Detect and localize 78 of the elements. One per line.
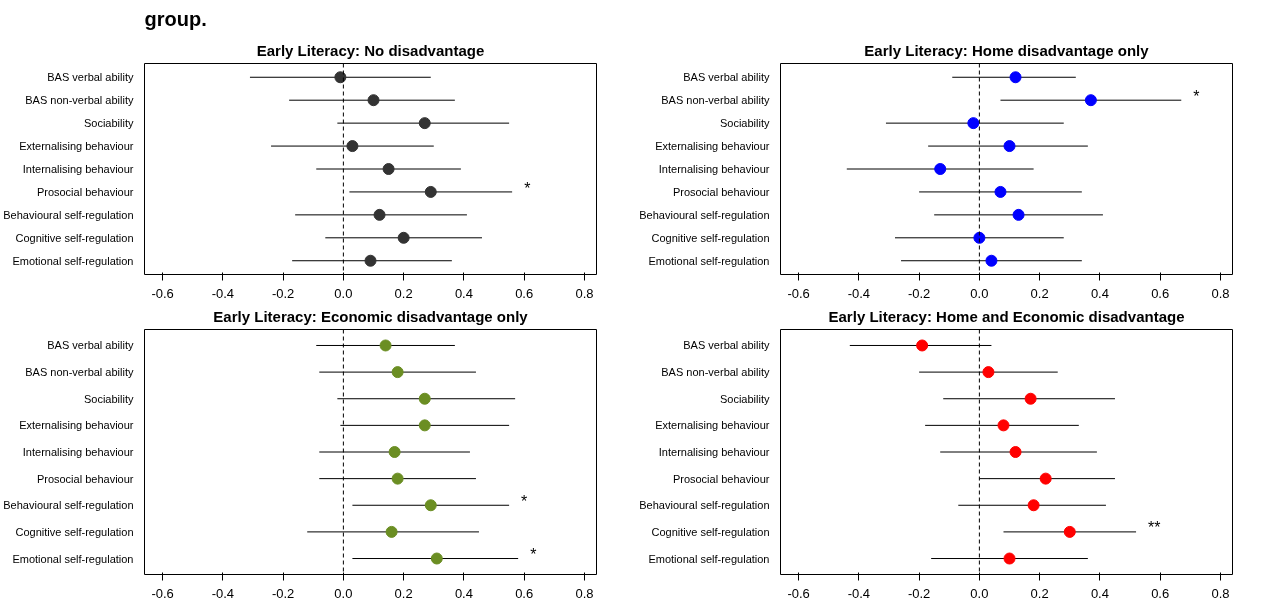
y-tick-label: Emotional self-regulation bbox=[648, 552, 770, 565]
y-tick-label: Prosocial behaviour bbox=[672, 472, 770, 485]
x-tick-label: -0.6 bbox=[787, 585, 810, 601]
y-tick-label: Externalising behaviour bbox=[655, 140, 770, 153]
annotation: ** bbox=[1148, 519, 1161, 537]
y-tick-label: Prosocial behaviour bbox=[36, 185, 134, 198]
x-tick-label: -0.4 bbox=[847, 585, 871, 601]
x-tick-label: -0.4 bbox=[211, 585, 235, 601]
y-tick-label: Behavioural self-regulation bbox=[3, 499, 134, 512]
annotation: * bbox=[521, 492, 528, 510]
y-tick-label: Internalising behaviour bbox=[658, 163, 770, 175]
y-tick-label: Cognitive self-regulation bbox=[651, 231, 770, 244]
y-tick-label: Cognitive self-regulation bbox=[15, 231, 134, 244]
y-tick-label: Externalising behaviour bbox=[19, 140, 134, 153]
y-tick-label: Cognitive self-regulation bbox=[651, 525, 770, 538]
x-tick-label: 0.8 bbox=[575, 285, 594, 301]
x-tick-label: 0.6 bbox=[1151, 585, 1170, 601]
x-tick-label: -0.2 bbox=[271, 285, 295, 301]
y-tick-label: BAS verbal ability bbox=[47, 339, 134, 352]
y-tick-label: Prosocial behaviour bbox=[36, 472, 134, 485]
y-tick-label: BAS non-verbal ability bbox=[661, 94, 770, 107]
x-tick-label: 0.0 bbox=[334, 585, 353, 601]
annotation: * bbox=[1193, 88, 1200, 106]
annotation: * bbox=[530, 546, 537, 564]
x-tick-label: -0.2 bbox=[907, 285, 931, 301]
x-tick-label: 0.4 bbox=[1090, 585, 1109, 601]
y-tick-label: Sociability bbox=[719, 117, 770, 130]
y-tick-label: Cognitive self-regulation bbox=[15, 525, 134, 538]
y-tick-label: BAS non-verbal ability bbox=[661, 366, 770, 379]
x-tick-label: 0.4 bbox=[1090, 285, 1109, 301]
chart-title: Early Literacy: No disadvantage bbox=[256, 41, 485, 59]
y-tick-label: BAS non-verbal ability bbox=[25, 94, 134, 107]
y-tick-label: Emotional self-regulation bbox=[648, 254, 770, 267]
x-tick-label: 0.2 bbox=[1030, 585, 1049, 601]
y-tick-label: Externalising behaviour bbox=[655, 419, 770, 432]
x-tick-label: 0.4 bbox=[454, 585, 473, 601]
x-tick-label: 0.4 bbox=[454, 285, 473, 301]
x-tick-label: 0.6 bbox=[515, 285, 534, 301]
y-tick-label: Prosocial behaviour bbox=[672, 185, 770, 198]
chart-title: Early Literacy: Home and Economic disadvantage bbox=[828, 307, 1185, 325]
x-tick-label: -0.6 bbox=[151, 285, 174, 301]
x-tick-label: -0.2 bbox=[907, 585, 931, 601]
x-tick-label: 0.0 bbox=[334, 285, 353, 301]
x-tick-label: -0.6 bbox=[151, 585, 174, 601]
y-tick-label: Behavioural self-regulation bbox=[639, 499, 770, 512]
y-tick-label: Emotional self-regulation bbox=[12, 552, 134, 565]
x-tick-label: -0.4 bbox=[847, 285, 871, 301]
chart-title: Early Literacy: Economic disadvantage only bbox=[213, 307, 529, 325]
chart-title: Early Literacy: Home disadvantage only bbox=[864, 41, 1150, 59]
x-tick-label: 0.2 bbox=[394, 285, 413, 301]
x-tick-label: 0.8 bbox=[575, 585, 594, 601]
x-tick-label: -0.4 bbox=[211, 285, 235, 301]
y-tick-label: BAS verbal ability bbox=[47, 71, 134, 84]
x-tick-label: 0.6 bbox=[515, 585, 534, 601]
y-tick-label: Sociability bbox=[83, 117, 134, 130]
y-tick-label: Behavioural self-regulation bbox=[3, 208, 134, 221]
y-tick-label: Internalising behaviour bbox=[658, 446, 770, 458]
y-tick-label: Behavioural self-regulation bbox=[639, 208, 770, 221]
x-tick-label: -0.2 bbox=[271, 585, 295, 601]
x-tick-label: 0.8 bbox=[1211, 285, 1230, 301]
text: group. bbox=[144, 7, 207, 30]
x-tick-label: 0.8 bbox=[1211, 585, 1230, 601]
x-tick-label: 0.0 bbox=[970, 285, 989, 301]
y-tick-label: Sociability bbox=[719, 392, 770, 405]
y-tick-label: Internalising behaviour bbox=[22, 446, 134, 458]
y-tick-label: BAS verbal ability bbox=[683, 339, 770, 352]
x-tick-label: 0.6 bbox=[1151, 285, 1170, 301]
y-tick-label: BAS verbal ability bbox=[683, 71, 770, 84]
x-tick-label: 0.2 bbox=[1030, 285, 1049, 301]
y-tick-label: Externalising behaviour bbox=[19, 419, 134, 432]
y-tick-label: Internalising behaviour bbox=[22, 163, 134, 175]
annotation: * bbox=[524, 179, 531, 197]
y-tick-label: Emotional self-regulation bbox=[12, 254, 134, 267]
x-tick-label: -0.6 bbox=[787, 285, 810, 301]
y-tick-label: BAS non-verbal ability bbox=[25, 366, 134, 379]
x-tick-label: 0.0 bbox=[970, 585, 989, 601]
x-tick-label: 0.2 bbox=[394, 585, 413, 601]
y-tick-label: Sociability bbox=[83, 392, 134, 405]
